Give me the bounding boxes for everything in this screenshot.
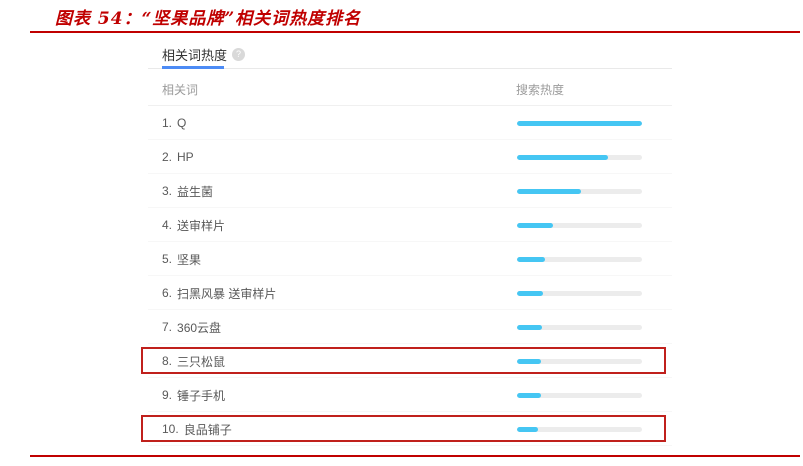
- keyword-cell: 5. 坚果: [162, 242, 201, 276]
- table-row[interactable]: 2. HP: [148, 140, 672, 174]
- column-header-row: 相关词 搜索热度: [148, 69, 672, 106]
- heat-bar-fill: [517, 359, 541, 364]
- heat-bar-fill: [517, 393, 541, 398]
- column-header-heat: 搜索热度: [516, 83, 565, 97]
- table-row[interactable]: 6. 扫黑风暴 送审样片: [148, 276, 672, 310]
- row-label: Q: [177, 116, 187, 130]
- heat-bar-track: [517, 223, 642, 228]
- row-label: 坚果: [177, 252, 202, 267]
- heat-bar-fill: [517, 325, 542, 330]
- row-rank: 5.: [162, 252, 173, 266]
- help-icon[interactable]: ?: [232, 47, 246, 61]
- heat-bar-fill: [517, 291, 544, 296]
- heat-bar-track: [517, 291, 642, 296]
- keyword-cell: 1. Q: [162, 106, 186, 140]
- row-rank: 2.: [162, 150, 173, 164]
- heat-bar-fill: [517, 121, 642, 126]
- heat-bar-fill: [517, 189, 581, 194]
- widget-tabbar: 相关词热度 ?: [148, 40, 672, 69]
- heat-bar-track: [517, 325, 642, 330]
- heat-bar-fill: [517, 155, 609, 160]
- row-rank: 7.: [162, 320, 173, 334]
- keyword-cell: 10. 良品铺子: [162, 412, 232, 446]
- heat-bar-fill: [517, 427, 539, 432]
- table-row[interactable]: 10. 良品铺子: [141, 412, 672, 446]
- keyword-cell: 4. 送审样片: [162, 208, 225, 242]
- table-row[interactable]: 9. 锤子手机: [148, 378, 672, 412]
- keyword-cell: 8. 三只松鼠: [162, 344, 225, 378]
- row-label: 良品铺子: [183, 422, 232, 437]
- table-row[interactable]: 7. 360云盘: [148, 310, 672, 344]
- heat-bar-track: [517, 121, 642, 126]
- heat-bar-track: [517, 155, 642, 160]
- table-row[interactable]: 1. Q: [148, 106, 672, 140]
- figure-bottom-rule: [30, 455, 800, 457]
- heat-bar-track: [517, 189, 642, 194]
- row-label: 360云盘: [177, 320, 222, 335]
- heat-bar-fill: [517, 257, 545, 262]
- keyword-rows: 1. Q 2. HP 3. 益生菌 4. 送审样片: [141, 106, 672, 446]
- tab-related-words-heat[interactable]: 相关词热度 ?: [162, 40, 246, 68]
- row-label: 送审样片: [177, 218, 226, 233]
- figure-title: 图表 54：“坚果品牌”相关词热度排名: [55, 9, 362, 29]
- column-header-keyword: 相关词: [162, 83, 199, 97]
- heat-bar-fill: [517, 223, 554, 228]
- keyword-cell: 7. 360云盘: [162, 310, 221, 344]
- table-row[interactable]: 8. 三只松鼠: [141, 344, 672, 378]
- row-rank: 8.: [162, 354, 173, 368]
- related-words-heat-widget: 相关词热度 ? 相关词 搜索热度 1. Q 2. HP 3. 益生菌: [141, 40, 672, 446]
- heat-bar-track: [517, 393, 642, 398]
- row-rank: 1.: [162, 116, 173, 130]
- table-row[interactable]: 4. 送审样片: [148, 208, 672, 242]
- keyword-cell: 2. HP: [162, 140, 194, 174]
- row-label: 锤子手机: [177, 388, 226, 403]
- row-label: 扫黑风暴 送审样片: [177, 286, 277, 301]
- row-label: 益生菌: [177, 184, 214, 199]
- row-rank: 9.: [162, 388, 173, 402]
- row-rank: 10.: [162, 422, 179, 436]
- heat-bar-track: [517, 257, 642, 262]
- row-rank: 6.: [162, 286, 173, 300]
- tab-label: 相关词热度: [162, 47, 228, 63]
- heat-bar-track: [517, 427, 642, 432]
- row-label: HP: [177, 150, 194, 164]
- keyword-cell: 9. 锤子手机: [162, 378, 225, 412]
- keyword-cell: 6. 扫黑风暴 送审样片: [162, 276, 276, 310]
- active-tab-indicator: [162, 66, 224, 69]
- keyword-cell: 3. 益生菌: [162, 174, 213, 208]
- heat-bar-track: [517, 359, 642, 364]
- figure-top-rule: [30, 31, 800, 33]
- table-row[interactable]: 5. 坚果: [148, 242, 672, 276]
- row-label: 三只松鼠: [177, 354, 226, 369]
- row-rank: 4.: [162, 218, 173, 232]
- row-rank: 3.: [162, 184, 173, 198]
- table-row[interactable]: 3. 益生菌: [148, 174, 672, 208]
